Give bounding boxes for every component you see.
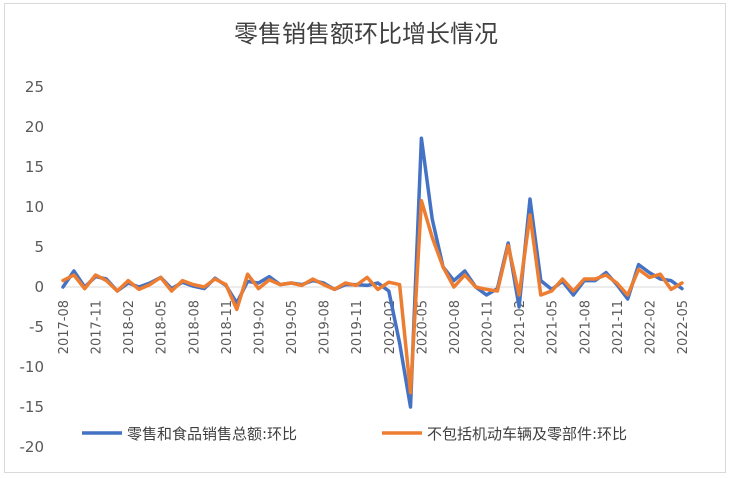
x-tick-label: 2020-11	[481, 300, 496, 354]
legend-label: 零售和食品销售总额:环比	[127, 425, 297, 443]
y-tick-label: 5	[34, 238, 44, 256]
x-tick-label: 2018-08	[187, 300, 202, 354]
y-tick-label: 10	[25, 198, 44, 216]
x-tick-label: 2019-08	[318, 300, 333, 354]
x-tick-label: 2018-02	[122, 300, 137, 354]
y-tick-label: -20	[20, 438, 45, 456]
legend-item-2: 不包括机动车辆及零部件:环比	[382, 425, 627, 443]
legend-item-1: 零售和食品销售总额:环比	[82, 425, 297, 443]
x-tick-label: 2022-05	[676, 300, 691, 354]
x-tick-label: 2019-02	[252, 300, 267, 354]
x-tick-label: 2018-11	[220, 300, 235, 354]
chart-frame	[4, 3, 726, 473]
y-tick-label: 15	[25, 158, 44, 176]
x-tick-label: 2020-05	[415, 300, 430, 354]
x-tick-label: 2021-05	[546, 300, 561, 354]
x-tick-label: 2021-08	[578, 300, 593, 354]
y-tick-label: -10	[20, 358, 45, 376]
x-tick-label: 2019-11	[350, 300, 365, 354]
y-tick-label: -15	[20, 398, 45, 416]
series-line-1	[61, 136, 684, 409]
y-tick-label: 0	[34, 278, 44, 296]
x-tick-label: 2022-02	[643, 300, 658, 354]
x-tick-label: 2019-05	[285, 300, 300, 354]
legend-label: 不包括机动车辆及零部件:环比	[427, 425, 627, 443]
x-tick-label: 2021-11	[611, 300, 626, 354]
x-tick-label: 2020-08	[448, 300, 463, 354]
chart-title: 零售销售额环比增长情况	[234, 20, 498, 48]
x-tick-label: 2018-05	[155, 300, 170, 354]
y-tick-label: -5	[29, 318, 44, 336]
y-tick-label: 20	[25, 118, 44, 136]
y-tick-label: 25	[25, 78, 44, 96]
series-line-2	[61, 198, 684, 395]
x-tick-label: 2017-11	[90, 300, 105, 354]
x-tick-label: 2017-08	[57, 300, 72, 354]
x-tick-label: 2021-02	[513, 300, 528, 354]
